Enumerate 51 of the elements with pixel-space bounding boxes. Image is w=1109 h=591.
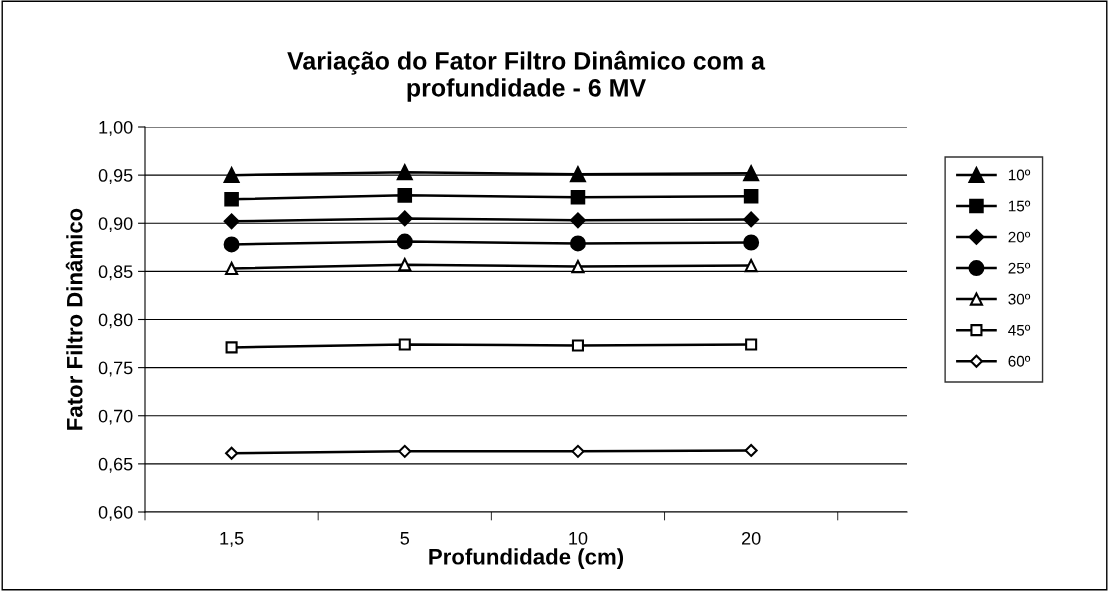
y-tick-label: 0,80: [98, 313, 133, 329]
point: [398, 444, 412, 458]
point: [396, 164, 413, 181]
point: [571, 444, 585, 458]
legend-label: 15º: [1008, 200, 1031, 212]
point: [398, 338, 411, 351]
y-tick-label: 0,60: [98, 505, 133, 521]
legend-label: 20º: [1008, 231, 1031, 243]
y-axis-title: Fator Filtro Dinâmico: [65, 208, 83, 430]
point: [225, 341, 238, 354]
point: [223, 167, 240, 184]
point: [743, 234, 760, 251]
point: [744, 259, 758, 273]
point: [745, 338, 758, 351]
point: [396, 233, 413, 250]
point: [743, 165, 760, 182]
point: [569, 235, 586, 252]
point: [571, 259, 585, 274]
legend-label: 45º: [1008, 324, 1031, 336]
y-tick-label: 0,75: [98, 361, 133, 377]
legend-label: 60º: [1008, 355, 1031, 367]
point: [743, 211, 760, 228]
legend-label: 25º: [1008, 262, 1031, 274]
x-tick-label: 20: [742, 531, 761, 545]
chart-title: Variação do Fator Filtro Dinâmico com a profundidade - 6 MV: [287, 50, 766, 102]
legend-label: 10º: [1008, 169, 1031, 181]
y-tick-label: 1,00: [99, 120, 133, 136]
point: [569, 166, 586, 183]
point: [397, 188, 413, 203]
point: [571, 339, 584, 352]
x-axis-title: Profundidade (cm): [429, 548, 624, 569]
y-tick-label: 0,95: [98, 169, 133, 184]
y-tick-label: 0,70: [98, 409, 133, 425]
point: [223, 236, 240, 253]
point: [224, 191, 239, 207]
point: [570, 189, 586, 205]
point: [744, 443, 758, 457]
point: [223, 213, 240, 230]
y-tick-label: 0,65: [98, 457, 133, 473]
point: [225, 446, 239, 460]
x-tick-label: 5: [400, 532, 410, 545]
x-tick-label: 1,5: [220, 532, 244, 547]
y-tick-label: 0,90: [98, 217, 133, 233]
point: [743, 189, 759, 204]
point: [224, 261, 239, 276]
x-tick-label: 10: [569, 531, 588, 545]
point: [396, 210, 413, 227]
y-tick-label: 0,85: [98, 265, 133, 281]
legend-label: 30º: [1008, 293, 1031, 305]
point: [570, 212, 586, 229]
point: [398, 258, 412, 272]
